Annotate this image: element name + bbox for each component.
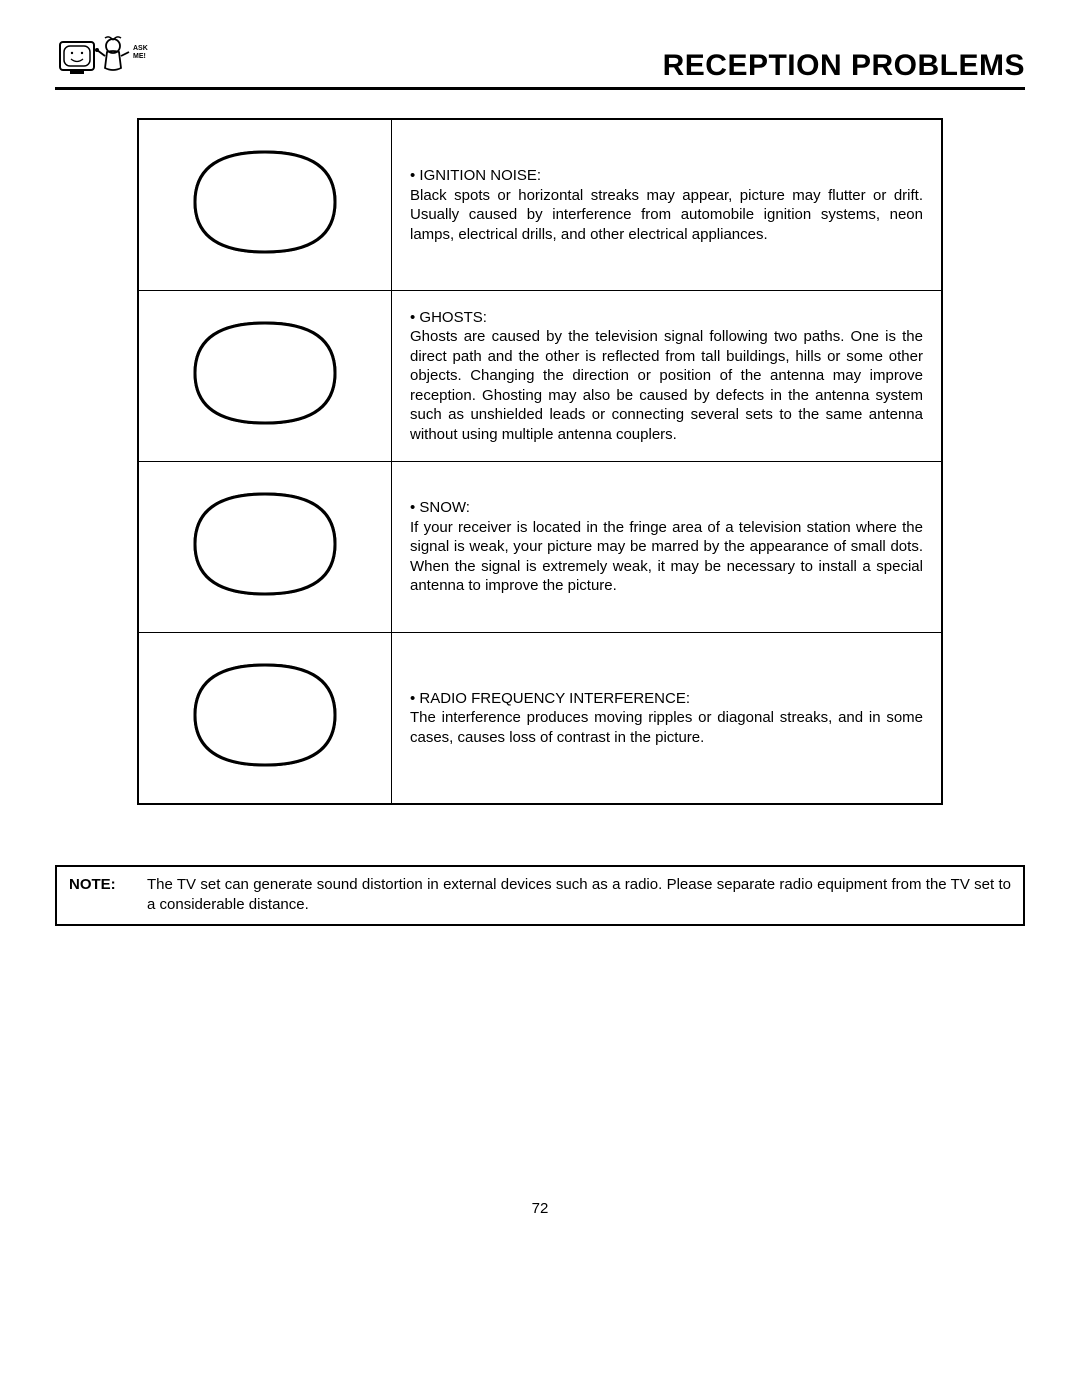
- problem-title: • IGNITION NOISE:: [410, 166, 923, 186]
- table-row: • IGNITION NOISE: Black spots or horizon…: [138, 119, 942, 291]
- problem-body: The interference produces moving ripples…: [410, 708, 923, 747]
- note-text: The TV set can generate sound distortion…: [147, 875, 1011, 916]
- illustration-snow: [138, 462, 392, 633]
- problem-title: • GHOSTS:: [410, 308, 923, 328]
- illustration-ghosts: [138, 291, 392, 462]
- note-label: NOTE:: [69, 875, 147, 916]
- description-cell: • GHOSTS: Ghosts are caused by the telev…: [392, 291, 943, 462]
- table-row: • RADIO FREQUENCY INTERFERENCE: The inte…: [138, 633, 942, 805]
- ask-me-logo: ASK ME!: [55, 30, 155, 85]
- reception-problems-table: • IGNITION NOISE: Black spots or horizon…: [137, 118, 943, 805]
- page-number: 72: [0, 1200, 1080, 1217]
- problem-body: Black spots or horizontal streaks may ap…: [410, 186, 923, 245]
- description-cell: • RADIO FREQUENCY INTERFERENCE: The inte…: [392, 633, 943, 805]
- table-row: • GHOSTS: Ghosts are caused by the telev…: [138, 291, 942, 462]
- problem-body: If your receiver is located in the fring…: [410, 518, 923, 596]
- note-box: NOTE: The TV set can generate sound dist…: [55, 865, 1025, 926]
- problem-title: • RADIO FREQUENCY INTERFERENCE:: [410, 689, 923, 709]
- svg-text:ME!: ME!: [133, 53, 146, 60]
- description-cell: • IGNITION NOISE: Black spots or horizon…: [392, 119, 943, 291]
- page-header: ASK ME! RECEPTION PROBLEMS: [55, 30, 1025, 90]
- problem-title: • SNOW:: [410, 498, 923, 518]
- problem-body: Ghosts are caused by the television sign…: [410, 327, 923, 444]
- table-row: • SNOW: If your receiver is located in t…: [138, 462, 942, 633]
- page-title: RECEPTION PROBLEMS: [663, 49, 1025, 83]
- description-cell: • SNOW: If your receiver is located in t…: [392, 462, 943, 633]
- svg-text:ASK: ASK: [133, 45, 148, 52]
- illustration-rf-interference: [138, 633, 392, 805]
- illustration-ignition-noise: [138, 119, 392, 291]
